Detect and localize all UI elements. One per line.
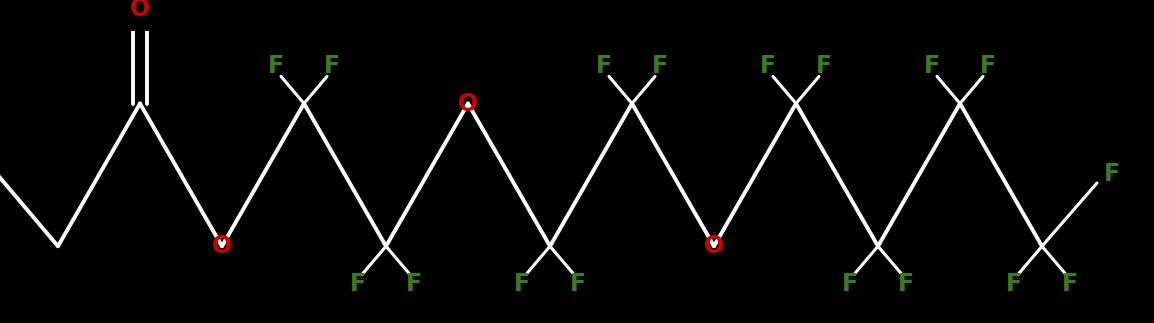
- Text: F: F: [350, 272, 366, 296]
- Text: F: F: [570, 272, 586, 296]
- Text: F: F: [760, 54, 775, 78]
- Text: F: F: [268, 54, 284, 78]
- Text: F: F: [898, 272, 914, 296]
- Text: O: O: [704, 234, 724, 258]
- Text: O: O: [130, 0, 150, 21]
- Text: F: F: [1104, 162, 1121, 186]
- Text: F: F: [980, 54, 996, 78]
- Text: F: F: [324, 54, 340, 78]
- Text: O: O: [458, 91, 478, 116]
- Text: F: F: [1006, 272, 1022, 296]
- Text: F: F: [514, 272, 530, 296]
- Text: F: F: [406, 272, 422, 296]
- Text: F: F: [595, 54, 612, 78]
- Text: F: F: [842, 272, 859, 296]
- Text: F: F: [1062, 272, 1078, 296]
- Text: F: F: [652, 54, 668, 78]
- Text: F: F: [924, 54, 941, 78]
- Text: F: F: [816, 54, 832, 78]
- Text: O: O: [212, 234, 232, 258]
